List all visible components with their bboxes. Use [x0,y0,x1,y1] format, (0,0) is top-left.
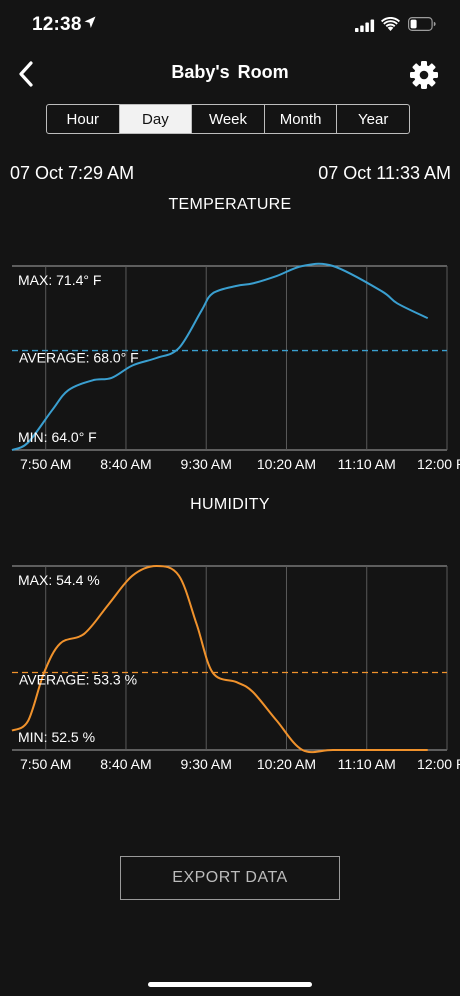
humidity-x-tick-label: 7:50 AM [20,756,71,772]
export-data-button[interactable]: EXPORT DATA [120,856,340,900]
humidity-x-tick-label: 8:40 AM [100,756,151,772]
time-range-tabs: Hour Day Week Month Year [46,104,410,134]
humidity-min-label: MIN: 52.5 % [18,729,95,745]
humidity-x-tick-label: 9:30 AM [181,756,232,772]
battery-icon [408,17,436,31]
humidity-chart: MAX: 54.4 % AVERAGE: 53.3 % MIN: 52.5 % 7:5… [11,564,460,772]
location-arrow-icon [84,16,96,28]
tab-month[interactable]: Month [263,105,337,133]
back-button[interactable] [8,56,44,92]
settings-button[interactable] [405,56,443,94]
home-indicator [148,982,312,987]
humidity-title: HUMIDITY [190,496,270,513]
nav-bar: Baby's Room [0,50,460,98]
temperature-x-tick-label: 11:10 AM [338,456,396,472]
humidity-x-tick-label: 10:20 AM [257,756,316,772]
status-time: 12:38 [32,14,82,35]
tab-day[interactable]: Day [118,105,192,133]
tab-year[interactable]: Year [336,105,409,133]
humidity-series-line [11,564,428,754]
temperature-chart: MAX: 71.4° F AVERAGE: 68.0° F MIN: 64.0° F… [11,262,460,472]
gear-icon [410,61,438,89]
humidity-average-label: AVERAGE: 53.3 % [19,672,137,688]
page-title: Baby's Room [171,62,289,82]
temperature-min-label: MIN: 64.0° F [18,429,97,445]
chevron-left-icon [19,61,33,87]
humidity-x-tick-label: 12:00 PM [417,756,460,772]
range-end: 07 Oct 11:33 AM [318,163,451,183]
wifi-icon [381,17,400,31]
humidity-max-label: MAX: 54.4 % [18,572,100,588]
temperature-x-tick-label: 9:30 AM [181,456,232,472]
temperature-max-label: MAX: 71.4° F [18,272,101,288]
tab-week[interactable]: Week [191,105,264,133]
temperature-title: TEMPERATURE [168,196,292,213]
status-bar: 12:38 [0,0,460,50]
range-start: 07 Oct 7:29 AM [10,163,135,183]
temperature-x-tick-label: 7:50 AM [20,456,71,472]
cellular-signal-icon [355,19,375,32]
temperature-series-line [11,262,429,451]
temperature-average-label: AVERAGE: 68.0° F [19,350,139,366]
temperature-x-tick-label: 12:00 PM [417,456,460,472]
temperature-x-tick-label: 10:20 AM [257,456,316,472]
humidity-x-tick-label: 11:10 AM [338,756,396,772]
tab-hour[interactable]: Hour [66,110,100,128]
temperature-x-tick-label: 8:40 AM [100,456,151,472]
